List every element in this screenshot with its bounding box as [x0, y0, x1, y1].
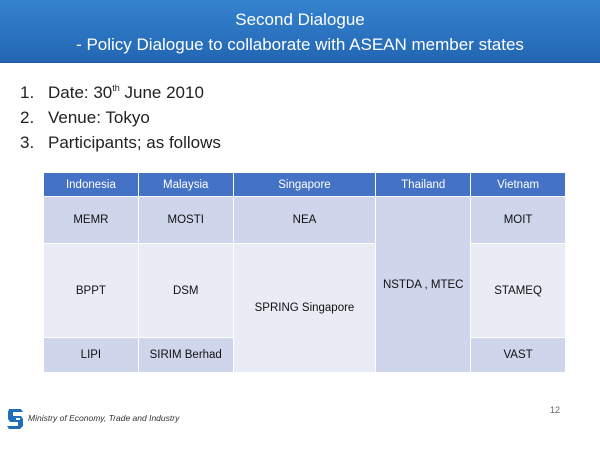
cell-singapore: NEA	[232, 196, 377, 244]
header-malaysia: Malaysia	[137, 172, 234, 197]
cell-malaysia: SIRIM Berhad	[137, 337, 234, 373]
point-participants: 3. Participants; as follows	[20, 130, 221, 155]
title-bar: Second Dialogue - Policy Dialogue to col…	[0, 0, 600, 63]
header-thailand: Thailand	[375, 172, 472, 197]
cell-vietnam: MOIT	[470, 196, 566, 244]
header-indonesia: Indonesia	[43, 172, 139, 197]
venue-text: Venue: Tokyo	[48, 108, 150, 127]
point-number: 3.	[20, 133, 35, 152]
slide-title: Second Dialogue	[235, 10, 365, 29]
cell-vietnam: STAMEQ	[470, 243, 566, 338]
footer-organization: Ministry of Economy, Trade and Industry	[28, 413, 180, 423]
points-list: 1. Date: 30th June 2010 2. Venue: Tokyo 3.…	[20, 80, 221, 155]
cell-singapore: SPRING Singapore	[232, 243, 377, 373]
table-row: LIPI SIRIM Berhad VAST	[43, 337, 566, 373]
date-month-year: June 2010	[119, 83, 204, 102]
date-ordinal-suffix: th	[112, 83, 120, 93]
cell-malaysia: DSM	[137, 243, 234, 338]
header-singapore: Singapore	[232, 172, 377, 197]
header-vietnam: Vietnam	[470, 172, 566, 197]
meti-logo-icon	[7, 409, 23, 429]
cell-indonesia: BPPT	[43, 243, 139, 338]
table-row: BPPT DSM SPRING Singapore STAMEQ	[43, 243, 566, 373]
participants-table: Indonesia Malaysia Singapore Thailand Vi…	[43, 172, 566, 373]
cell-malaysia: MOSTI	[137, 196, 234, 244]
table-header-row: Indonesia Malaysia Singapore Thailand Vi…	[43, 172, 566, 197]
cell-indonesia: LIPI	[43, 337, 139, 373]
point-venue: 2. Venue: Tokyo	[20, 105, 221, 130]
cell-vietnam: VAST	[470, 337, 566, 373]
table-row: MEMR MOSTI NEA NSTDA , MTEC MOIT	[43, 196, 566, 373]
participants-text: Participants; as follows	[48, 133, 221, 152]
point-number: 2.	[20, 108, 35, 127]
slide-subtitle: - Policy Dialogue to collaborate with AS…	[76, 35, 524, 54]
cell-indonesia: MEMR	[43, 196, 139, 244]
point-date: 1. Date: 30th June 2010	[20, 80, 221, 105]
cell-thailand: NSTDA , MTEC	[375, 196, 472, 373]
point-number: 1.	[20, 83, 35, 102]
date-text: Date: 30	[48, 83, 113, 102]
page-number: 12	[550, 405, 561, 415]
